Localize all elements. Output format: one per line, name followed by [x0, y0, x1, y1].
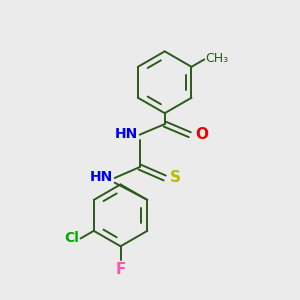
Text: S: S [169, 170, 180, 185]
Text: HN: HN [115, 127, 138, 141]
Text: Cl: Cl [64, 232, 79, 245]
Text: F: F [116, 262, 126, 277]
Text: O: O [195, 127, 208, 142]
Text: HN: HN [90, 170, 113, 184]
Text: CH₃: CH₃ [206, 52, 229, 65]
